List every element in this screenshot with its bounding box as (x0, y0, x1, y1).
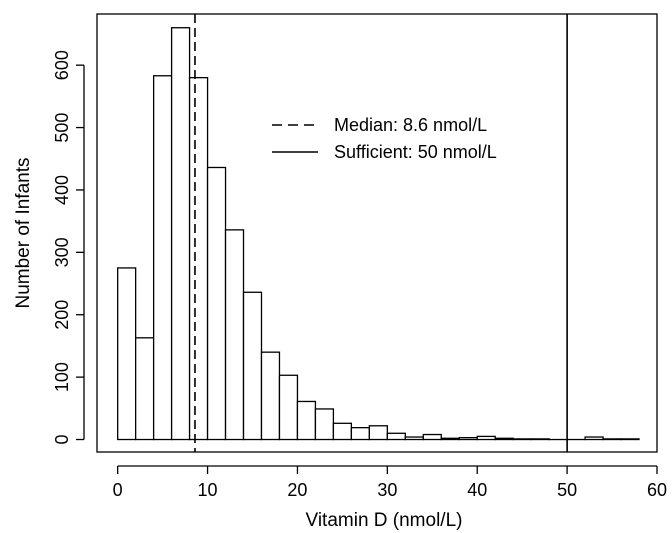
histogram-bar (117, 267, 137, 441)
histogram-bar (206, 166, 227, 441)
x-tick-label: 40 (467, 480, 487, 500)
histogram-bar (152, 75, 173, 441)
y-tick-label: 500 (52, 113, 72, 143)
histogram-bar (620, 438, 640, 441)
y-axis: 0 100 200 300 400 500 600 (52, 50, 85, 445)
reference-lines (194, 14, 568, 452)
legend-sufficient-label: Sufficient: 50 nmol/L (334, 142, 497, 162)
histogram-bar (314, 408, 335, 441)
histogram-bar (242, 291, 263, 441)
histogram-bars (117, 27, 640, 441)
x-tick-label: 20 (287, 480, 307, 500)
histogram-bar (440, 437, 460, 441)
histogram-bar (512, 438, 532, 441)
x-tick-label: 0 (113, 480, 123, 500)
histogram-bar (350, 427, 371, 441)
legend-median-label: Median: 8.6 nmol/L (334, 115, 487, 135)
histogram-bar (422, 433, 442, 441)
histogram-bar (494, 437, 514, 441)
y-tick-label: 100 (52, 362, 72, 392)
histogram-bar (260, 351, 281, 441)
x-tick-label: 30 (377, 480, 397, 500)
x-tick-label: 50 (557, 480, 577, 500)
histogram-bar (296, 400, 317, 441)
y-tick-label: 0 (52, 435, 72, 445)
y-tick-label: 200 (52, 300, 72, 330)
plot-frame (96, 13, 658, 453)
x-tick-label: 60 (647, 480, 667, 500)
histogram-bar (602, 438, 622, 441)
histogram-bar (476, 435, 496, 441)
x-tick-label: 10 (198, 480, 218, 500)
histogram-bar (368, 425, 388, 441)
histogram-bar (386, 432, 406, 441)
histogram-bar (188, 76, 209, 441)
histogram-bar (135, 337, 155, 441)
histogram-bar (332, 422, 353, 441)
y-tick-label: 300 (52, 237, 72, 267)
histogram-bar (170, 27, 191, 441)
histogram-bar (278, 374, 299, 441)
y-tick-label: 400 (52, 175, 72, 205)
x-axis-title: Vitamin D (nmol/L) (306, 510, 463, 531)
histogram-bar (224, 229, 245, 441)
y-axis-title: Number of Infants (13, 157, 34, 308)
histogram-bar (404, 436, 424, 441)
histogram-bar (584, 436, 604, 441)
histogram-bar (458, 436, 478, 441)
y-tick-label: 600 (52, 50, 72, 80)
x-axis: 0 10 20 30 40 50 60 (113, 465, 667, 500)
histogram-bar (530, 438, 550, 441)
legend: Median: 8.6 nmol/L Sufficient: 50 nmol/L (272, 115, 497, 162)
